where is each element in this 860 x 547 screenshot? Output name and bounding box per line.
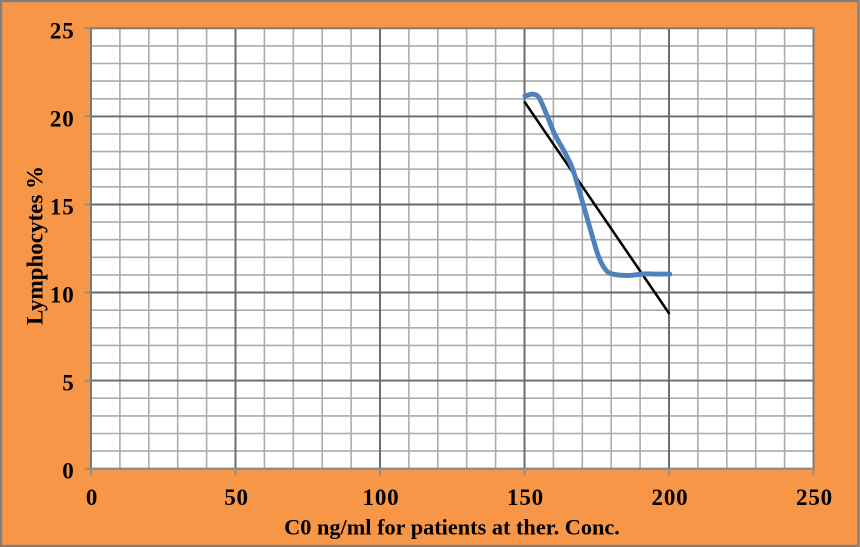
svg-text:20: 20	[50, 106, 75, 131]
svg-text:10: 10	[50, 283, 75, 308]
svg-text:5: 5	[62, 371, 74, 396]
svg-text:200: 200	[652, 485, 689, 510]
svg-text:Lymphocytes %: Lymphocytes %	[23, 166, 48, 325]
svg-text:150: 150	[507, 485, 544, 510]
svg-text:0: 0	[86, 485, 98, 510]
svg-text:25: 25	[50, 18, 75, 43]
svg-text:250: 250	[796, 485, 833, 510]
svg-text:0: 0	[62, 459, 74, 484]
svg-text:50: 50	[224, 485, 249, 510]
svg-text:15: 15	[50, 195, 75, 220]
svg-text:C0 ng/ml for patients at ther.: C0 ng/ml for patients at ther. Conc.	[284, 515, 620, 540]
svg-text:100: 100	[363, 485, 400, 510]
